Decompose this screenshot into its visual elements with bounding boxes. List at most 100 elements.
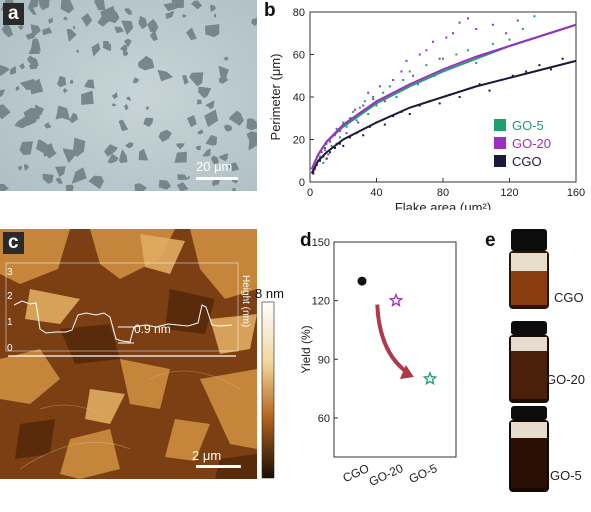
- flake: [182, 14, 187, 18]
- flake: [71, 167, 87, 184]
- category-label: GO-5: [407, 461, 440, 486]
- flake: [165, 10, 175, 19]
- point-go-20: [516, 19, 519, 22]
- flake: [9, 65, 17, 75]
- point-go-5: [342, 121, 345, 124]
- flake: [211, 179, 221, 187]
- flake: [177, 174, 188, 180]
- flake: [66, 28, 77, 42]
- flake: [158, 129, 172, 142]
- flake: [158, 179, 172, 190]
- flake: [251, 17, 259, 26]
- fit-line-cgo: [310, 59, 577, 174]
- point-go-20: [320, 151, 323, 154]
- point-go-5: [521, 28, 524, 30]
- flake: [48, 17, 53, 24]
- point-cgo: [458, 96, 461, 98]
- flake: [42, 27, 53, 36]
- flake: [24, 163, 29, 172]
- point-go-20: [367, 91, 370, 94]
- flake: [126, 96, 132, 101]
- panel-label-c: c: [3, 232, 24, 254]
- point-cgo: [538, 64, 541, 67]
- inset-ytick-2: 2: [7, 291, 13, 302]
- point-go-20: [438, 57, 441, 60]
- flake: [122, 51, 129, 57]
- point-cgo: [478, 83, 481, 86]
- point-go-5: [318, 155, 321, 158]
- flake: [118, 119, 129, 132]
- point-go-5: [335, 127, 338, 130]
- flake: [60, 0, 75, 14]
- point-go-20: [392, 79, 395, 81]
- y-tick-label: 150: [312, 237, 330, 249]
- trend-arrow: [375, 304, 410, 375]
- point-go-5: [322, 161, 325, 164]
- height-profile-line: [13, 300, 233, 343]
- y-axis-label: Yield (%): [300, 325, 313, 373]
- flake: [55, 166, 66, 177]
- panel-a: a 20 μm: [0, 0, 262, 195]
- point-go-5: [475, 62, 478, 64]
- point-go-5: [338, 136, 341, 139]
- flake: [124, 142, 134, 149]
- x-tick-label: 80: [437, 187, 449, 199]
- flake: [72, 25, 76, 30]
- flake: [65, 184, 74, 195]
- point-go-5: [363, 100, 366, 103]
- flake: [213, 13, 217, 18]
- flake: [39, 0, 50, 11]
- flake: [187, 115, 197, 128]
- flake: [15, 85, 20, 91]
- vial-label-cgo: CGO: [554, 290, 584, 305]
- flake: [81, 90, 94, 105]
- point-go-20: [323, 147, 326, 149]
- optical-micrograph: [0, 0, 262, 195]
- legend-label-go-5: GO-5: [512, 118, 544, 133]
- point-go-5: [375, 104, 378, 107]
- flake: [176, 143, 185, 150]
- plot-frame: [333, 241, 457, 458]
- legend-swatch-go-5: [494, 119, 506, 131]
- flake: [191, 0, 203, 10]
- panel-label-a: a: [3, 3, 24, 25]
- flake: [42, 147, 51, 157]
- flake: [0, 64, 10, 76]
- point-cgo: [338, 142, 341, 145]
- inset-ylabel: Height (nm): [240, 275, 251, 327]
- flake: [111, 103, 117, 107]
- flake: [148, 22, 157, 29]
- flake: [228, 110, 244, 126]
- x-tick-label: 160: [567, 187, 585, 199]
- flake: [23, 107, 40, 123]
- point-cgo: [438, 102, 441, 105]
- flake: [17, 165, 22, 171]
- panel-b: 0 40 80 120 160 0 20 40 60 80 Flake area (μm²) Peri…: [262, 0, 591, 215]
- y-tick-label: 60: [293, 50, 305, 62]
- panel-e: e CGO GO-20 GO-5: [480, 228, 591, 507]
- flake: [190, 33, 196, 38]
- point-go-5: [323, 149, 326, 152]
- flake: [157, 69, 173, 82]
- flake: [63, 16, 68, 21]
- point-cgo: [328, 151, 331, 154]
- y-tick-label: 80: [293, 7, 305, 19]
- point-go-20: [445, 36, 448, 39]
- point-cgo: [488, 89, 491, 92]
- y-axis-label: Perimeter (μm): [268, 54, 283, 141]
- point-go-20: [475, 28, 478, 30]
- flake: [111, 91, 118, 100]
- flake: [195, 145, 201, 151]
- flake: [27, 55, 35, 64]
- flake: [17, 24, 24, 31]
- point-cgo: [357, 276, 367, 286]
- flake: [84, 79, 95, 89]
- point-go-20: [353, 108, 356, 111]
- flake: [132, 77, 140, 84]
- flake: [119, 44, 128, 54]
- flake: [95, 176, 101, 182]
- flake: [223, 56, 229, 61]
- flake: [204, 109, 219, 128]
- flake: [55, 177, 63, 184]
